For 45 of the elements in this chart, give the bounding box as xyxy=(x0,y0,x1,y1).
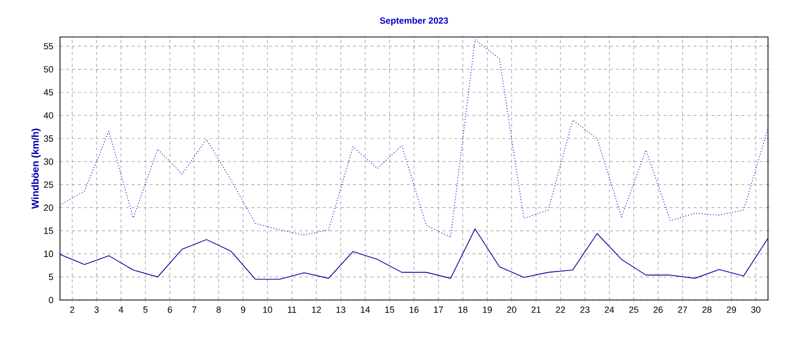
line-series xyxy=(60,39,768,238)
x-tick-label: 22 xyxy=(556,306,566,313)
y-tick-label: 35 xyxy=(44,135,54,142)
x-tick-label: 29 xyxy=(726,306,736,313)
x-tick-label: 5 xyxy=(143,306,148,313)
x-tick-label: 2 xyxy=(70,306,74,313)
x-tick-label: 21 xyxy=(532,306,541,313)
y-tick-label: 20 xyxy=(44,204,54,211)
x-tick-label: 7 xyxy=(192,306,196,313)
y-tick-label: 30 xyxy=(44,158,54,165)
x-tick-label: 18 xyxy=(458,306,468,313)
line-series xyxy=(60,228,768,280)
x-tick-label: 10 xyxy=(263,306,272,313)
y-axis-title: Windböen (km/h) xyxy=(31,128,41,209)
x-tick-label: 11 xyxy=(288,306,296,313)
x-tick-label: 30 xyxy=(751,306,760,313)
x-tick-label: 19 xyxy=(482,306,492,313)
x-tick-label: 9 xyxy=(241,306,246,313)
x-tick-label: 14 xyxy=(360,306,370,313)
y-tick-label: 0 xyxy=(48,296,54,304)
x-tick-label: 15 xyxy=(385,306,394,313)
y-tick-label: 55 xyxy=(44,43,54,50)
x-tick-label: 17 xyxy=(434,306,443,313)
x-tick-label: 20 xyxy=(507,306,516,313)
x-tick-label: 28 xyxy=(702,306,712,313)
x-tick-label: 6 xyxy=(168,306,172,313)
x-tick-label: 13 xyxy=(336,306,346,313)
y-tick-label: 10 xyxy=(44,250,54,258)
x-tick-label: 24 xyxy=(604,306,614,313)
chart-title: September 2023 xyxy=(380,17,448,26)
y-tick-label: 25 xyxy=(44,181,54,188)
x-tick-label: 26 xyxy=(654,306,663,313)
x-tick-label: 23 xyxy=(580,306,590,313)
y-tick-label: 5 xyxy=(48,274,54,280)
x-tick-label: 12 xyxy=(312,306,321,313)
x-tick-label: 16 xyxy=(410,306,419,313)
y-tick-label: 50 xyxy=(44,66,54,72)
y-tick-label: 40 xyxy=(44,112,54,119)
x-tick-label: 27 xyxy=(678,306,688,313)
y-tick-label: 15 xyxy=(44,228,54,234)
x-tick-label: 25 xyxy=(629,306,638,313)
x-tick-label: 4 xyxy=(118,306,124,313)
x-tick-label: 8 xyxy=(216,306,221,313)
x-tick-label: 3 xyxy=(94,306,99,313)
y-tick-label: 45 xyxy=(44,89,54,96)
